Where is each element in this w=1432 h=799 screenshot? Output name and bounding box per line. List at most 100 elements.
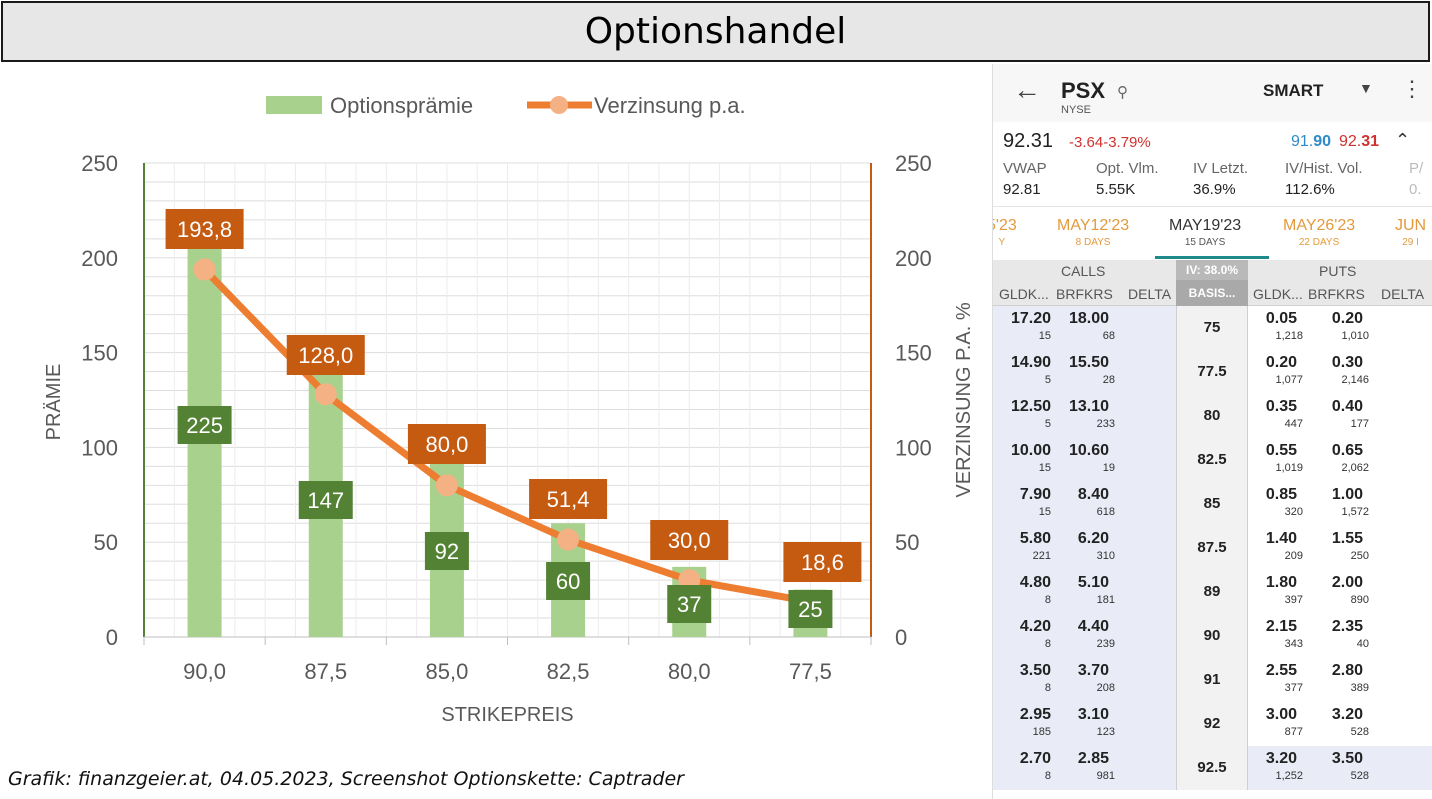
tab-expiration[interactable]: 5'23 Y <box>993 217 1017 248</box>
bar-value-label-bg <box>177 406 232 444</box>
chevron-up-icon[interactable]: ⌃ <box>1395 130 1411 150</box>
put-bid[interactable]: 1.80 <box>1265 574 1297 591</box>
y2-tick-label: 250 <box>895 151 932 176</box>
put-bid[interactable]: 1.40 <box>1265 530 1297 547</box>
line-value-label: 128,0 <box>298 343 353 368</box>
option-row[interactable]: 12.50 5 13.10 233 80 0.35 447 0.40 177 <box>993 394 1432 438</box>
arrow-left-icon[interactable]: ← <box>1013 74 1041 105</box>
put-bid[interactable]: 2.55 <box>1265 662 1297 679</box>
put-ask[interactable]: 1.55 <box>1331 530 1363 547</box>
put-bid[interactable]: 2.15 <box>1265 618 1297 635</box>
call-ask[interactable]: 2.85 <box>1077 750 1109 767</box>
option-row[interactable]: 4.20 8 4.40 239 90 2.15 343 2.35 40 <box>993 614 1432 658</box>
bar-value-label-bg <box>546 562 591 600</box>
option-row[interactable]: 10.00 15 10.60 19 82.5 0.55 1,019 0.65 2,062 <box>993 438 1432 482</box>
puts-cell-bg <box>1248 438 1432 482</box>
call-ask[interactable]: 4.40 <box>1077 618 1109 635</box>
option-row[interactable]: 17.20 15 18.00 68 75 0.05 1,218 0.20 1,010 <box>993 306 1432 350</box>
call-ask[interactable]: 3.70 <box>1077 662 1109 679</box>
expiration-date: 5'23 <box>993 217 1017 234</box>
call-bid[interactable]: 2.95 <box>1019 706 1051 723</box>
combo-chart: 0 0 50 50 100 100 150 150 200 200 250 250 90,0 87,5 85… <box>43 93 975 726</box>
call-ask[interactable]: 6.20 <box>1077 530 1109 547</box>
call-ask[interactable]: 8.40 <box>1077 486 1109 503</box>
put-ask-size: 389 <box>1350 682 1369 694</box>
strike-price: 92.5 <box>1197 759 1227 776</box>
y-tick-label: 200 <box>81 246 118 271</box>
put-ask[interactable]: 2.80 <box>1331 662 1363 679</box>
chevron-down-icon[interactable]: ▼ <box>1359 80 1373 96</box>
symbol-label[interactable]: PSX <box>1061 78 1106 103</box>
call-bid[interactable]: 2.70 <box>1019 750 1051 767</box>
put-ask[interactable]: 3.20 <box>1331 706 1363 723</box>
option-row[interactable]: 5.80 221 6.20 310 87.5 1.40 209 1.55 250 <box>993 526 1432 570</box>
expiration-date: MAY26'23 <box>1283 217 1356 234</box>
put-ask[interactable]: 3.50 <box>1331 750 1363 767</box>
chain-header: CALLS PUTS IV: 38.0% BASIS... GLDK... BR… <box>993 260 1432 306</box>
call-bid[interactable]: 17.20 <box>1010 310 1051 327</box>
call-bid[interactable]: 3.50 <box>1019 662 1051 679</box>
put-ask[interactable]: 0.40 <box>1331 398 1363 415</box>
option-row[interactable]: 7.90 15 8.40 618 85 0.85 320 1.00 1,572 <box>993 482 1432 526</box>
put-bid-size: 447 <box>1284 418 1303 430</box>
call-bid[interactable]: 12.50 <box>1010 398 1051 415</box>
col-delta-puts: DELTA <box>1381 286 1425 302</box>
calls-cell-bg <box>993 526 1176 570</box>
col-bid-puts: GLDK... <box>1253 286 1303 302</box>
page-title: Optionshandel <box>584 11 847 52</box>
basis-header[interactable]: BASIS... <box>1176 280 1248 306</box>
call-bid[interactable]: 4.20 <box>1019 618 1051 635</box>
y-tick-label: 150 <box>81 341 118 366</box>
tab-expiration[interactable]: MAY12'23 8 DAYS <box>1057 217 1129 248</box>
put-ask-size: 2,062 <box>1341 462 1369 474</box>
expiration-date: MAY19'23 <box>1169 217 1242 234</box>
option-row[interactable]: 2.70 8 2.85 981 92.5 3.20 1,252 3.50 528 <box>993 746 1432 790</box>
call-ask[interactable]: 5.10 <box>1077 574 1109 591</box>
iv-header[interactable]: IV: 38.0% <box>1176 260 1248 280</box>
tab-expiration[interactable]: JUN 29 I <box>1395 217 1426 248</box>
call-ask[interactable]: 3.10 <box>1077 706 1109 723</box>
call-bid[interactable]: 14.90 <box>1010 354 1051 371</box>
stat-iv-hist: IV/Hist. Vol. 112.6% <box>1285 160 1385 198</box>
option-row[interactable]: 3.50 8 3.70 208 91 2.55 377 2.80 389 <box>993 658 1432 702</box>
put-ask[interactable]: 1.00 <box>1331 486 1363 503</box>
option-row[interactable]: 4.80 8 5.10 181 89 1.80 397 2.00 890 <box>993 570 1432 614</box>
call-ask[interactable]: 18.00 <box>1068 310 1109 327</box>
calls-cell-bg <box>993 614 1176 658</box>
put-bid[interactable]: 0.85 <box>1265 486 1297 503</box>
call-bid[interactable]: 4.80 <box>1019 574 1051 591</box>
put-ask[interactable]: 0.30 <box>1331 354 1363 371</box>
call-bid-size: 8 <box>1044 682 1051 694</box>
put-bid[interactable]: 3.20 <box>1265 750 1297 767</box>
ask-price: 92.31 <box>1339 133 1379 151</box>
tab-expiration-active[interactable]: MAY19'23 15 DAYS <box>1169 217 1241 248</box>
call-bid[interactable]: 10.00 <box>1010 442 1051 459</box>
put-bid[interactable]: 0.20 <box>1265 354 1297 371</box>
more-menu-icon[interactable]: ⋮ <box>1401 76 1423 101</box>
option-row[interactable]: 14.90 5 15.50 28 77.5 0.20 1,077 0.30 2,146 <box>993 350 1432 394</box>
call-bid[interactable]: 5.80 <box>1019 530 1051 547</box>
put-bid[interactable]: 0.35 <box>1265 398 1297 415</box>
put-ask[interactable]: 0.65 <box>1331 442 1363 459</box>
call-ask[interactable]: 15.50 <box>1068 354 1109 371</box>
routing-label[interactable]: SMART <box>1263 81 1324 100</box>
option-row[interactable]: 2.95 185 3.10 123 92 3.00 877 3.20 528 <box>993 702 1432 746</box>
call-bid-size: 5 <box>1044 374 1051 386</box>
put-ask[interactable]: 2.00 <box>1331 574 1363 591</box>
call-bid[interactable]: 7.90 <box>1019 486 1051 503</box>
put-bid[interactable]: 3.00 <box>1265 706 1297 723</box>
put-ask[interactable]: 0.20 <box>1331 310 1363 327</box>
call-ask[interactable]: 13.10 <box>1068 398 1109 415</box>
put-bid[interactable]: 0.55 <box>1265 442 1297 459</box>
strike-price: 77.5 <box>1197 363 1227 380</box>
y-tick-label: 50 <box>94 530 118 555</box>
call-bid-size: 15 <box>1038 462 1051 474</box>
put-ask[interactable]: 2.35 <box>1331 618 1363 635</box>
search-icon[interactable]: ⚲ <box>1117 84 1128 101</box>
strike-cell-bg <box>1176 394 1248 438</box>
put-bid[interactable]: 0.05 <box>1265 310 1297 327</box>
puts-cell-bg <box>1248 746 1432 790</box>
tab-expiration[interactable]: MAY26'23 22 DAYS <box>1283 217 1355 248</box>
options-chain-screenshot: ← PSX ⚲ NYSE SMART ▼ ⋮ 92.31 -3.64-3.79%… <box>992 64 1432 799</box>
call-ask[interactable]: 10.60 <box>1068 442 1109 459</box>
